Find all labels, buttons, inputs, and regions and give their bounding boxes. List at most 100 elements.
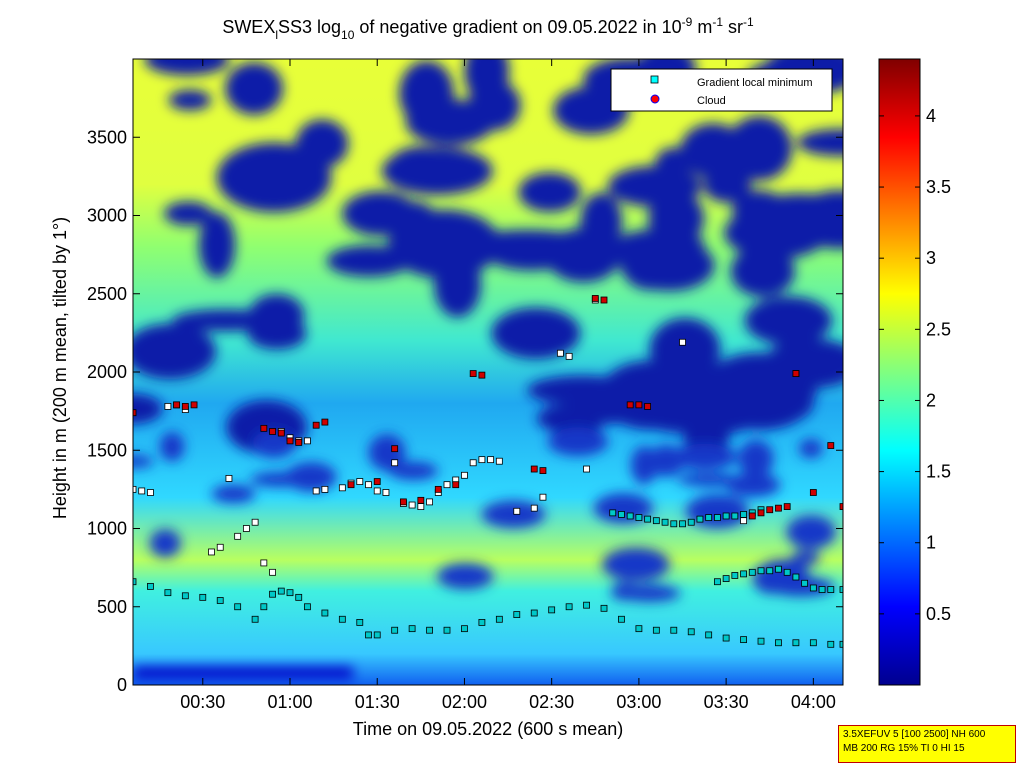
cloud-marker (295, 439, 303, 446)
cloud-marker (173, 401, 181, 409)
gradient-minimum-marker (775, 639, 782, 647)
colorbar-tick-label: 0.5 (926, 604, 951, 624)
cloud-marker (452, 481, 460, 489)
chart-title: SWEXlSS3 log10 of negative gradient on 0… (222, 15, 754, 42)
gradient-minimum-marker (461, 625, 468, 633)
gradient-minimum-marker (809, 639, 817, 647)
cloud-marker (827, 442, 835, 449)
x-tick-label: 02:30 (529, 692, 574, 712)
colorbar-tick-label: 1 (926, 533, 936, 553)
gradient-minimum-marker (670, 520, 678, 528)
gradient-minimum-marker (382, 489, 390, 496)
y-tick-label: 3000 (87, 206, 127, 226)
x-axis-label: Time on 09.05.2022 (600 s mean) (353, 719, 624, 739)
gradient-minimum-marker (461, 471, 468, 479)
gradient-minimum-marker (321, 609, 329, 617)
y-axis-label: Height in m (200 m mean, tilted by 1°) (50, 217, 70, 519)
gradient-minimum-marker (687, 628, 695, 636)
gradient-minimum-marker (321, 485, 329, 493)
cloud-marker (591, 295, 599, 302)
cloud-marker (417, 496, 425, 504)
cloud-marker (635, 401, 643, 409)
gradient-minimum-marker (164, 403, 172, 410)
y-tick-label: 0 (117, 675, 127, 695)
gradient-minimum-marker (312, 487, 320, 495)
cloud-marker (783, 503, 791, 510)
gradient-minimum-marker (839, 640, 843, 648)
cloud-marker (757, 509, 765, 517)
info-line-2: MB 200 RG 15% TI 0 HI 15 (843, 743, 965, 754)
gradient-minimum-marker (208, 548, 215, 556)
gradient-minimum-marker (147, 489, 154, 496)
gradient-minimum-marker (722, 575, 730, 582)
gradient-minimum-marker (147, 583, 154, 590)
gradient-minimum-marker (133, 578, 137, 586)
gradient-minimum-marker (635, 514, 643, 521)
gradient-minimum-marker (356, 478, 364, 485)
gradient-minimum-marker (600, 604, 608, 612)
gradient-minimum-marker (644, 515, 652, 523)
x-tick-label: 02:00 (442, 692, 487, 712)
cloud-marker (766, 506, 774, 514)
cloud-marker (539, 467, 547, 474)
gradient-minimum-marker (513, 507, 521, 515)
gradient-minimum-marker (766, 567, 774, 575)
gradient-minimum-marker (618, 511, 625, 518)
gradient-minimum-marker (133, 485, 137, 493)
cloud-marker (312, 421, 320, 429)
x-tick-label: 01:00 (267, 692, 312, 712)
gradient-minimum-marker (260, 603, 268, 611)
y-tick-label: 3500 (87, 127, 127, 147)
gradient-minimum-marker (365, 631, 372, 639)
gradient-minimum-marker (652, 626, 660, 634)
gradient-minimum-marker (373, 631, 381, 639)
y-tick-label: 2000 (87, 362, 127, 382)
gradient-minimum-marker (792, 639, 800, 647)
cloud-marker (260, 424, 268, 432)
gradient-minimum-marker (487, 456, 495, 464)
gradient-minimum-marker (635, 625, 643, 633)
gradient-minimum-marker (839, 586, 843, 593)
gradient-minimum-marker (181, 592, 189, 600)
gradient-minimum-marker (391, 459, 399, 467)
gradient-minimum-marker (539, 493, 547, 501)
gradient-minimum-marker (609, 509, 617, 517)
y-tick-label: 1500 (87, 440, 127, 460)
gradient-minimum-marker (618, 615, 625, 623)
gradient-minimum-marker (809, 584, 817, 592)
gradient-minimum-marker (548, 606, 556, 614)
x-tick-label: 03:30 (704, 692, 749, 712)
gradient-minimum-marker (417, 503, 425, 510)
gradient-minimum-marker (713, 578, 721, 586)
cloud-marker (434, 485, 442, 493)
gradient-minimum-marker (556, 349, 564, 357)
gradient-minimum-marker (696, 515, 704, 523)
gradient-minimum-marker (286, 589, 294, 597)
gradient-minimum-marker (251, 615, 259, 623)
cloud-marker (644, 403, 652, 410)
cloud-marker (133, 409, 137, 417)
heatmap-field (133, 59, 843, 685)
gradient-minimum-marker (216, 597, 224, 604)
colorbar-tick-label: 2 (926, 390, 936, 410)
gradient-minimum-marker (661, 518, 669, 526)
gradient-minimum-marker (565, 603, 573, 611)
gradient-minimum-marker (679, 520, 686, 528)
info-box: 3.5XEFUV 5 [100 2500] NH 600 MB 200 RG 1… (838, 725, 1016, 763)
gradient-minimum-marker (304, 603, 311, 611)
gradient-minimum-marker (740, 517, 747, 525)
gradient-minimum-marker (705, 631, 713, 639)
gradient-minimum-marker (495, 615, 503, 623)
y-tick-label: 2500 (87, 284, 127, 304)
marker-layer (133, 295, 843, 648)
gradient-minimum-marker (216, 543, 224, 551)
cloud-marker (469, 370, 477, 377)
gradient-minimum-marker (740, 570, 747, 578)
legend-marker-cloud (650, 94, 660, 104)
cloud-marker (775, 504, 782, 512)
cloud-marker (839, 503, 843, 510)
x-tick-label: 04:00 (791, 692, 836, 712)
gradient-minimum-marker (338, 484, 346, 492)
colorbar-tick-label: 2.5 (926, 319, 951, 339)
